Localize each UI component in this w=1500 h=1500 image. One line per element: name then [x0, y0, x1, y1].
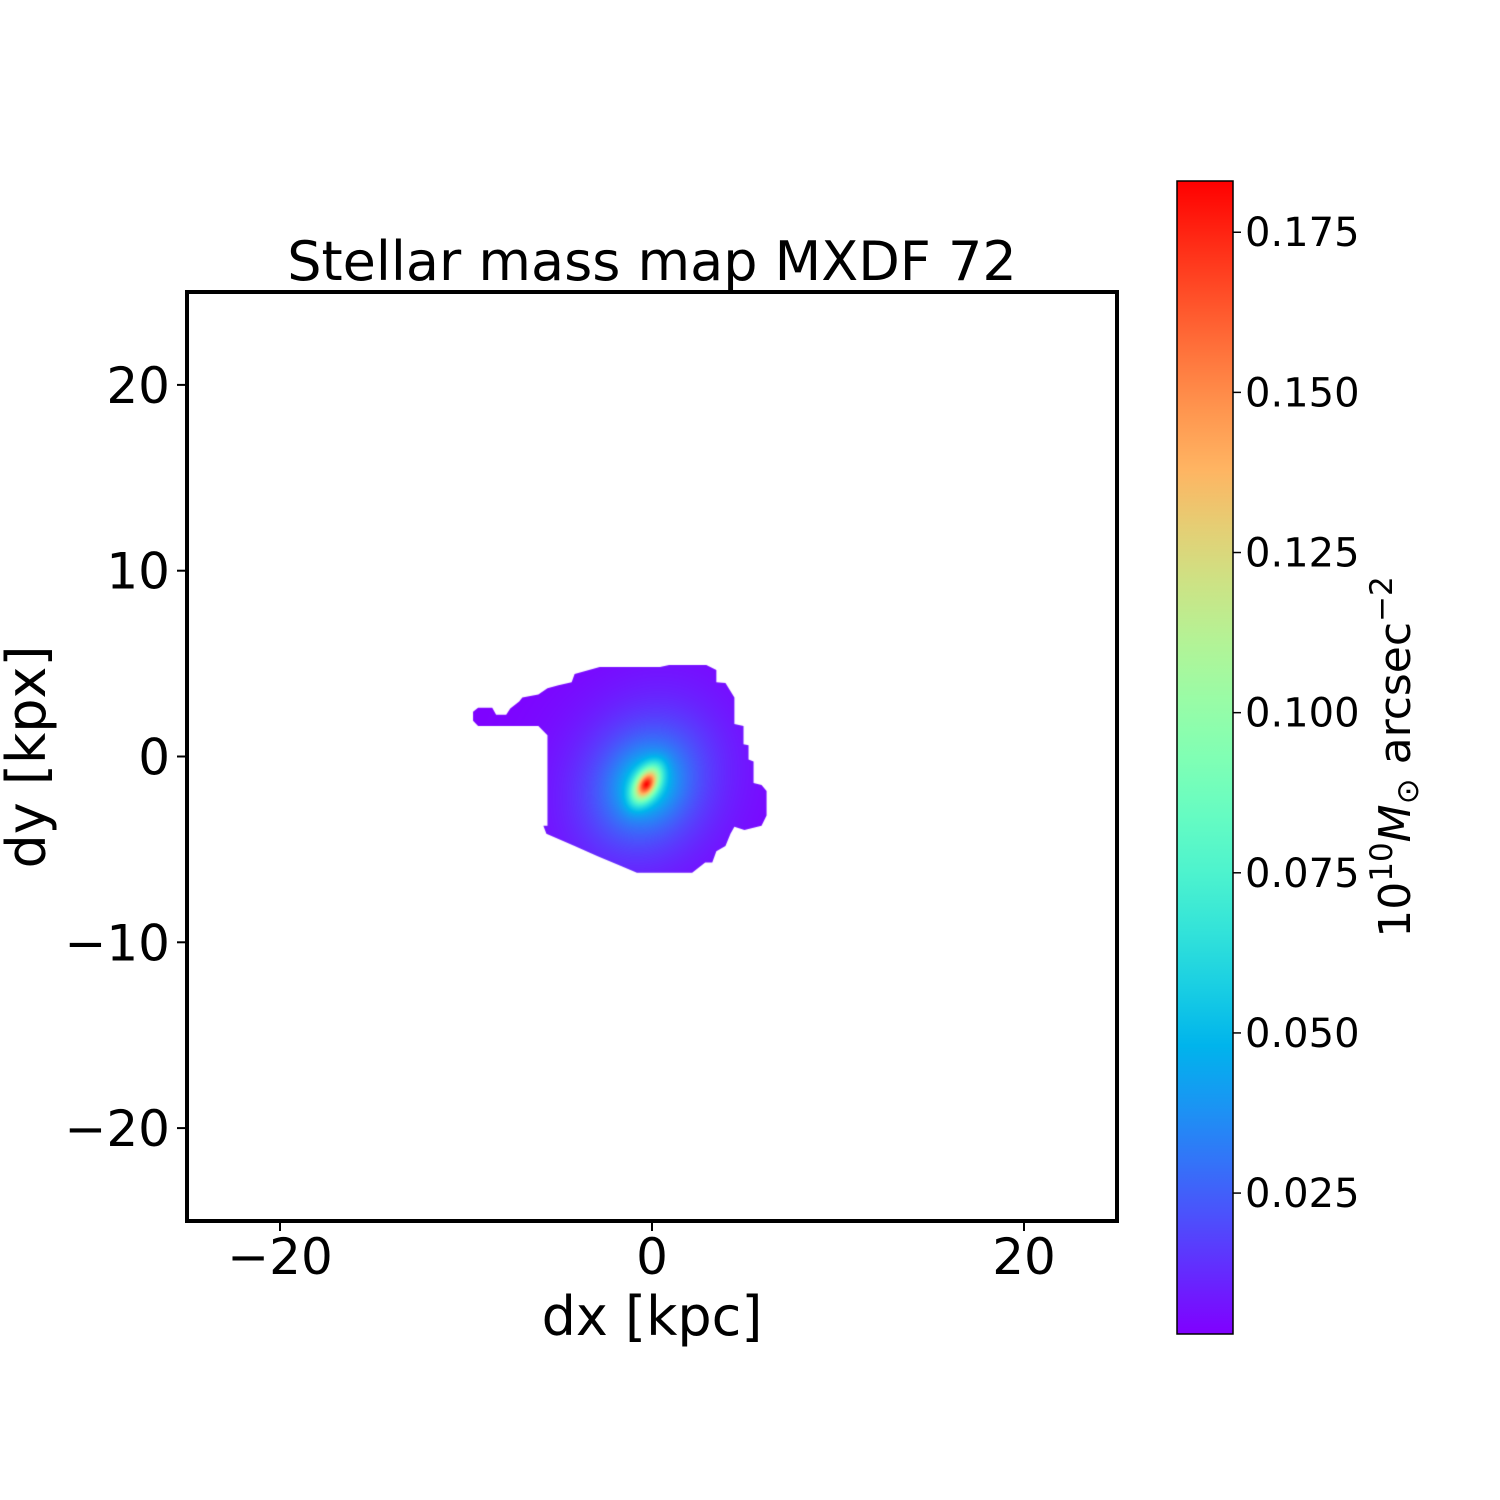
cb-label-base: 10 [1370, 882, 1421, 938]
cb-label-sub: ⊙ [1390, 778, 1426, 804]
x-axis: −20 0 20 [227, 1221, 1056, 1286]
cb-label-symbol: M [1370, 804, 1421, 842]
y-tick-label: 10 [106, 543, 170, 601]
chart-title: Stellar mass map MXDF 72 [287, 230, 1017, 293]
colorbar-tick-label: 0.025 [1245, 1171, 1360, 1217]
colorbar-tick-label: 0.175 [1245, 210, 1360, 256]
cb-label-exp: 10 [1364, 842, 1400, 881]
y-axis-label: dy [kpx] [0, 645, 58, 868]
x-tick-label: 0 [636, 1228, 668, 1286]
y-tick-label: −20 [64, 1100, 170, 1158]
colorbar [1176, 180, 1234, 1335]
colorbar-tick-label: 0.100 [1245, 691, 1360, 737]
mass-map-image [187, 292, 1117, 1221]
x-tick-label: 20 [992, 1228, 1056, 1286]
colorbar-tick-label: 0.150 [1245, 370, 1360, 416]
y-axis: 20 10 0 −10 −20 [64, 357, 187, 1158]
x-tick-label: −20 [227, 1228, 333, 1286]
cb-label-unit: arcsec [1370, 622, 1421, 778]
x-axis-label: dx [kpc] [542, 1285, 763, 1348]
y-tick-label: −10 [64, 914, 170, 972]
colorbar-tick-label: 0.125 [1245, 531, 1360, 577]
y-tick-label: 20 [106, 357, 170, 415]
colorbar-ticks: 0.025 0.050 0.075 0.100 0.125 0.150 0.175 [1233, 210, 1360, 1217]
plot-frame [185, 290, 1119, 1223]
colorbar-tick-label: 0.075 [1245, 851, 1360, 897]
colorbar-tick-label: 0.050 [1245, 1011, 1360, 1057]
colorbar-label: 1010M⊙ arcsec−2 [1364, 576, 1426, 938]
cb-label-unit-exp: −2 [1364, 576, 1400, 622]
y-tick-label: 0 [138, 729, 170, 787]
